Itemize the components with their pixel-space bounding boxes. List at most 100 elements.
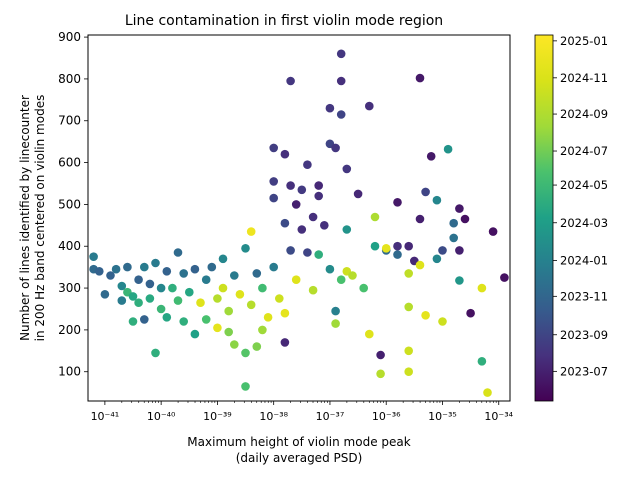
data-point-129 (466, 308, 475, 318)
data-point-47 (241, 348, 250, 358)
data-point-40 (224, 306, 233, 316)
colorbar-tick-label-4: 2024-03 (560, 216, 608, 230)
data-point-6 (117, 296, 127, 305)
data-point-89 (342, 164, 352, 174)
data-point-36 (213, 294, 222, 303)
x-axis-label-line-2: (daily averaged PSD) (236, 451, 363, 465)
chart-title: Line contamination in first violin mode … (125, 13, 443, 29)
y-tick-label-2: 300 (58, 281, 81, 295)
data-point-41 (224, 327, 233, 337)
data-point-57 (269, 143, 279, 153)
data-point-78 (320, 221, 329, 230)
data-point-104 (393, 250, 402, 259)
data-point-2 (95, 267, 104, 276)
data-point-76 (314, 250, 324, 259)
data-point-68 (291, 275, 301, 285)
data-point-102 (381, 244, 391, 253)
data-point-99 (376, 350, 385, 360)
y-tick-label-7: 800 (58, 72, 81, 86)
colorbar-tick-label-0: 2023-07 (560, 364, 608, 378)
data-point-43 (230, 340, 239, 349)
data-point-126 (455, 246, 464, 255)
data-point-24 (168, 283, 177, 293)
data-point-116 (421, 311, 430, 320)
data-point-98 (370, 241, 380, 251)
data-point-28 (179, 317, 188, 326)
data-point-37 (213, 323, 222, 333)
data-point-114 (415, 214, 425, 224)
data-point-87 (336, 110, 346, 119)
data-point-112 (415, 260, 425, 270)
data-point-86 (336, 76, 346, 86)
data-point-113 (415, 73, 425, 83)
data-point-71 (303, 160, 312, 169)
colorbar-tick-label-7: 2024-09 (560, 107, 608, 121)
data-point-54 (263, 313, 273, 322)
y-tick-label-5: 600 (58, 156, 81, 170)
x-axis-label-line-1: Maximum height of violin mode peak (187, 435, 410, 449)
data-point-56 (269, 193, 279, 203)
y-tick-label-8: 900 (58, 30, 81, 44)
data-point-58 (269, 262, 279, 272)
data-point-88 (336, 275, 346, 285)
data-point-75 (314, 181, 324, 190)
data-point-85 (336, 49, 346, 59)
data-point-50 (252, 269, 262, 278)
data-point-35 (207, 262, 217, 272)
data-point-51 (252, 342, 262, 351)
data-point-94 (359, 283, 369, 293)
data-point-21 (156, 304, 166, 314)
data-point-27 (179, 269, 188, 278)
data-point-39 (218, 283, 228, 293)
y-tick-label-6: 700 (58, 114, 81, 128)
data-point-5 (111, 264, 121, 274)
data-point-77 (314, 191, 324, 201)
data-point-120 (438, 246, 447, 255)
data-point-4 (106, 271, 115, 280)
data-point-13 (134, 298, 143, 308)
data-point-127 (455, 276, 464, 285)
data-point-38 (218, 254, 228, 264)
data-point-118 (432, 195, 442, 205)
colorbar-tick-label-6: 2024-07 (560, 144, 608, 158)
data-point-0 (89, 252, 98, 261)
data-point-22 (162, 267, 172, 276)
data-point-14 (140, 262, 149, 272)
data-point-12 (134, 275, 143, 285)
colorbar-tick-label-5: 2024-05 (560, 178, 608, 192)
x-tick-label-0: 10⁻⁴¹ (91, 410, 120, 423)
x-axis: 10⁻⁴¹ 10⁻⁴⁰ 10⁻³⁹ 10⁻³⁸ 10⁻³⁷ 10⁻³⁶ 10⁻³⁵ 10⁻³⁴ (91, 401, 514, 423)
data-point-66 (286, 246, 295, 255)
colorbar-tick-label-3: 2024-01 (560, 253, 608, 267)
colorbar-tick-label-8: 2024-11 (560, 71, 608, 85)
data-point-132 (483, 388, 492, 397)
x-tick-label-7: 10⁻³⁴ (484, 410, 513, 423)
data-point-103 (393, 241, 402, 251)
colorbar-tick-label-9: 2025-01 (560, 34, 608, 48)
data-point-11 (128, 317, 138, 326)
plot-frame (87, 34, 511, 402)
y-tick-label-3: 400 (58, 239, 81, 253)
x-tick-label-6: 10⁻³⁵ (428, 410, 457, 423)
data-point-25 (173, 248, 183, 257)
data-point-73 (308, 212, 318, 222)
data-point-3 (100, 290, 110, 299)
data-point-82 (331, 143, 340, 153)
y-axis: 100 200 300 400 500 600 700 800 900 (58, 30, 88, 379)
x-axis-label: Maximum height of violin mode peak (dail… (187, 435, 410, 465)
data-point-74 (308, 285, 318, 295)
colorbar-tick-label-2: 2023-11 (560, 289, 608, 303)
data-point-107 (404, 269, 414, 278)
data-point-125 (455, 204, 464, 213)
data-point-7 (117, 281, 127, 291)
data-point-63 (280, 308, 290, 318)
data-point-31 (190, 329, 200, 339)
data-point-124 (449, 233, 459, 243)
data-point-79 (325, 103, 335, 113)
x-tick-label-3: 10⁻³⁸ (259, 410, 288, 423)
data-point-52 (258, 283, 267, 293)
data-point-49 (246, 300, 256, 310)
data-point-59 (275, 294, 284, 303)
